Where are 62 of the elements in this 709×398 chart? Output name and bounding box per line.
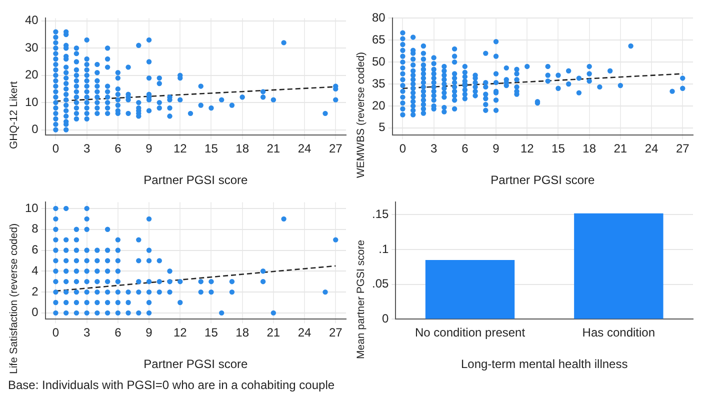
y-tick-label: 4 [32, 263, 39, 278]
y-tick-label: 2 [32, 284, 39, 298]
text: Base: Individuals with PGSI=0 who are in a cohabiting couple [8, 378, 336, 392]
y-tick-label: 65 [372, 32, 386, 46]
x-tick-label: 24 [298, 142, 312, 156]
y-tick-label: 50 [372, 54, 386, 68]
x-tick-label: 21 [266, 142, 280, 156]
x-tick-label: 27 [328, 326, 343, 340]
x-tick-label: 24 [298, 326, 312, 340]
y-tick-label: 80 [372, 10, 386, 25]
y-axis-title: GHQ-12 Likert [8, 80, 21, 151]
x-axis-title: Long-term mental health illness [460, 357, 628, 372]
y-tick-label: 40 [24, 13, 39, 28]
x-tick-label: 9 [492, 142, 500, 156]
x-tick-label: 6 [462, 142, 469, 156]
x-axis-title: Partner PGSI score [490, 173, 596, 188]
x-tick-label: 6 [114, 142, 122, 156]
x-tick-label: 15 [204, 142, 218, 156]
x-tick-label: Has condition [582, 326, 656, 340]
y-tick-label: 8 [32, 222, 39, 236]
x-axis-title: Partner PGSI score [144, 357, 248, 372]
y-tick-label: 20 [24, 68, 39, 82]
y-tick-label: .1 [378, 242, 389, 256]
y-tick-label: 20 [372, 98, 386, 112]
y-tick-label: .15 [372, 207, 389, 222]
x-tick-label: 3 [430, 142, 438, 156]
y-axis-title: WEMWBS (reverse coded) [355, 50, 368, 180]
x-tick-label: 24 [644, 142, 659, 156]
y-tick-label: .05 [372, 276, 389, 291]
y-axis-title: Mean partner PGSI score [355, 238, 368, 361]
y-tick-label: 6 [32, 242, 39, 257]
x-tick-label: 15 [552, 142, 566, 156]
x-tick-label: 3 [83, 142, 90, 156]
x-tick-label: 12 [520, 142, 534, 156]
y-tick-label: 0 [32, 122, 39, 136]
x-tick-label: 21 [266, 326, 280, 340]
y-tick-label: 0 [32, 305, 39, 320]
x-tick-label: 9 [146, 142, 153, 156]
x-tick-label: 21 [614, 142, 628, 156]
y-tick-label: 10 [24, 94, 39, 109]
y-axis-title: Life Satisfaction (reverse coded) [8, 222, 21, 376]
x-tick-label: 0 [52, 142, 60, 156]
y-tick-label: 10 [24, 200, 39, 215]
y-tick-label: 0 [382, 312, 389, 326]
x-tick-label: 27 [676, 142, 690, 156]
x-tick-label: No condition present [414, 326, 526, 340]
y-tick-label: 30 [24, 40, 39, 54]
x-tick-label: 18 [236, 326, 250, 340]
x-tick-label: 0 [52, 326, 60, 340]
x-tick-label: 6 [114, 326, 122, 340]
x-axis-title: Partner PGSI score [144, 173, 248, 188]
y-tick-label: 35 [372, 76, 386, 90]
x-tick-label: 18 [236, 142, 250, 156]
x-tick-label: 18 [582, 142, 596, 156]
x-tick-label: 9 [146, 326, 153, 340]
x-tick-label: 12 [173, 142, 188, 156]
x-tick-label: 12 [173, 326, 188, 340]
x-tick-label: 3 [83, 326, 90, 340]
x-tick-label: 27 [328, 142, 343, 156]
x-tick-label: 0 [399, 142, 406, 156]
x-tick-label: 15 [204, 326, 218, 340]
y-tick-label: 5 [378, 120, 386, 134]
